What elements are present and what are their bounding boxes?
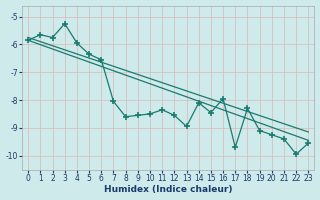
X-axis label: Humidex (Indice chaleur): Humidex (Indice chaleur) (104, 185, 233, 194)
